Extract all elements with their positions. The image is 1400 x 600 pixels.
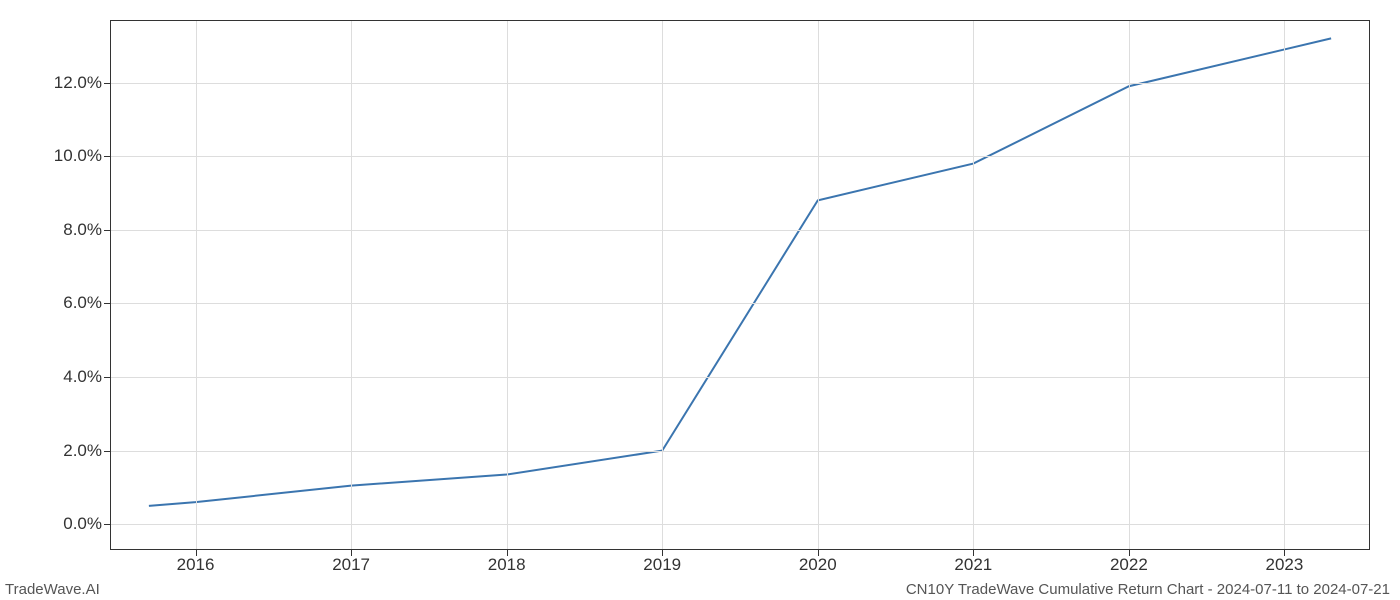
tick-mark-y — [104, 156, 110, 157]
tick-mark-y — [104, 83, 110, 84]
tick-mark-y — [104, 451, 110, 452]
x-tick-label: 2017 — [332, 555, 370, 575]
x-tick-label: 2020 — [799, 555, 837, 575]
y-tick-label: 12.0% — [54, 73, 102, 93]
y-tick-label: 4.0% — [63, 367, 102, 387]
y-tick-label: 0.0% — [63, 514, 102, 534]
x-tick-label: 2019 — [643, 555, 681, 575]
footer-right-text: CN10Y TradeWave Cumulative Return Chart … — [906, 581, 1390, 598]
x-tick-label: 2023 — [1266, 555, 1304, 575]
y-tick-label: 10.0% — [54, 146, 102, 166]
tick-mark-y — [104, 524, 110, 525]
tick-mark-y — [104, 230, 110, 231]
tick-mark-y — [104, 377, 110, 378]
y-tick-label: 2.0% — [63, 441, 102, 461]
x-tick-label: 2016 — [177, 555, 215, 575]
x-tick-label: 2022 — [1110, 555, 1148, 575]
x-tick-label: 2018 — [488, 555, 526, 575]
y-tick-label: 6.0% — [63, 293, 102, 313]
y-tick-label: 8.0% — [63, 220, 102, 240]
chart-area — [110, 20, 1370, 550]
x-tick-label: 2021 — [954, 555, 992, 575]
footer-left-text: TradeWave.AI — [5, 581, 100, 598]
tick-mark-y — [104, 303, 110, 304]
chart-border — [110, 20, 1370, 550]
